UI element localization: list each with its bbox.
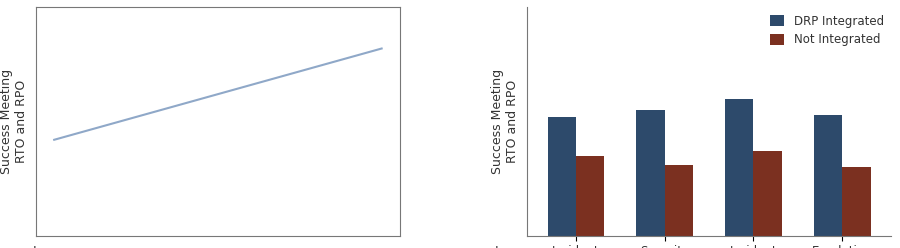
Bar <box>636 110 665 236</box>
Y-axis label: Success Meeting
RTO and RPO: Success Meeting RTO and RPO <box>491 69 518 174</box>
Bar <box>576 156 605 236</box>
Bar <box>665 165 693 236</box>
Bar <box>753 151 782 236</box>
Bar <box>842 167 870 236</box>
Legend: DRP Integrated, Not Integrated: DRP Integrated, Not Integrated <box>766 10 888 51</box>
Text: Low: Low <box>494 245 519 248</box>
Text: Low: Low <box>32 245 57 248</box>
Bar <box>725 99 753 236</box>
Bar <box>547 117 576 236</box>
Y-axis label: Success Meeting
RTO and RPO: Success Meeting RTO and RPO <box>0 69 28 174</box>
Bar <box>814 115 842 236</box>
